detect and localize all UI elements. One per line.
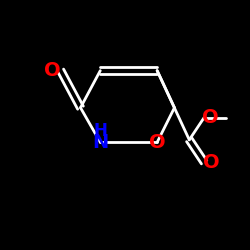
Text: O: O (202, 108, 218, 127)
Text: O: O (203, 152, 220, 172)
Text: N: N (92, 133, 108, 152)
Text: H: H (93, 122, 107, 140)
Text: O: O (44, 61, 60, 80)
Text: O: O (149, 133, 166, 152)
